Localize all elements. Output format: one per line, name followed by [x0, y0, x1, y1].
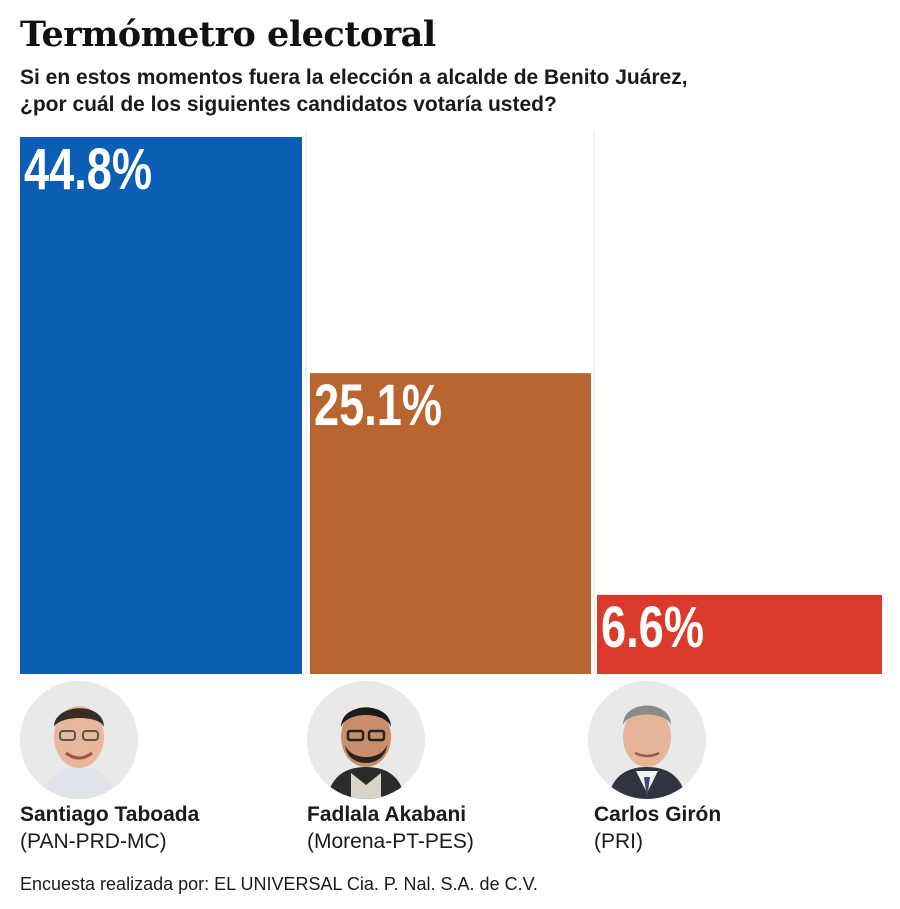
- candidate-party: (PRI): [594, 830, 643, 853]
- bar-value-label: 6.6%: [601, 595, 704, 660]
- bar: [310, 373, 591, 674]
- bar: [20, 137, 302, 674]
- candidate-photo-icon: [588, 681, 706, 799]
- chart-subtitle: Si en estos momentos fuera la elección a…: [20, 64, 880, 118]
- candidate-party: (Morena-PT-PES): [307, 830, 474, 853]
- bar-value-label: 25.1%: [314, 373, 442, 438]
- source-note: Encuesta realizada por: EL UNIVERSAL Cia…: [20, 874, 538, 894]
- candidate-photo-icon: [307, 681, 425, 799]
- subtitle-line-1: Si en estos momentos fuera la elección a…: [20, 66, 688, 89]
- candidate-photo-icon: [20, 681, 138, 799]
- candidate-party: (PAN-PRD-MC): [20, 830, 167, 853]
- candidate-name: Fadlala Akabani: [307, 803, 467, 826]
- chart-title: Termómetro electoral: [20, 14, 436, 55]
- candidate-name: Carlos Girón: [594, 803, 722, 826]
- bar: [597, 594, 882, 674]
- bar-value-label: 44.8%: [24, 137, 152, 202]
- candidate-name: Santiago Taboada: [20, 803, 200, 826]
- subtitle-line-2: ¿por cuál de los siguientes candidatos v…: [20, 93, 557, 116]
